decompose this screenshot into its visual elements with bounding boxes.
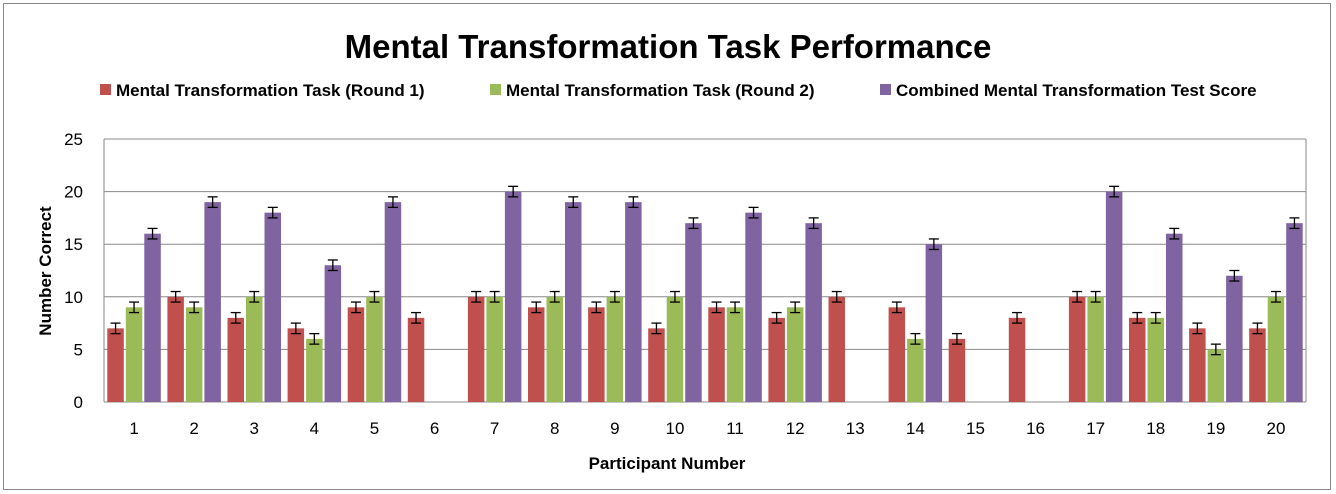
bar <box>1068 296 1086 402</box>
bar <box>666 296 684 402</box>
bar <box>805 223 822 402</box>
x-tick-label: 10 <box>665 419 684 438</box>
bar <box>907 338 924 402</box>
y-tick-label: 20 <box>64 183 83 202</box>
bar <box>565 202 582 402</box>
bar <box>227 317 244 402</box>
bar <box>1087 296 1104 402</box>
bar <box>828 296 845 402</box>
bar <box>588 307 605 402</box>
bar <box>486 296 503 402</box>
bar <box>1105 191 1123 402</box>
bar <box>1267 296 1285 402</box>
chart-title: Mental Transformation Task Performance <box>345 28 992 65</box>
bar <box>1189 328 1206 402</box>
x-tick-label: 19 <box>1206 419 1225 438</box>
bar <box>167 296 184 402</box>
x-tick-label: 3 <box>250 419 259 438</box>
bar <box>407 317 425 402</box>
bar <box>1147 317 1164 402</box>
y-tick-label: 5 <box>74 340 83 359</box>
x-tick-label: 18 <box>1146 419 1165 438</box>
y-tick-label: 25 <box>64 130 83 149</box>
bar <box>925 244 943 402</box>
bar <box>107 328 124 402</box>
bar <box>287 328 305 402</box>
bar <box>1166 233 1183 402</box>
x-tick-label: 12 <box>786 419 805 438</box>
x-tick-label: 2 <box>189 419 198 438</box>
legend-label: Mental Transformation Task (Round 2) <box>506 81 815 100</box>
legend-swatch <box>100 84 111 95</box>
x-tick-label: 7 <box>490 419 499 438</box>
y-tick-label: 0 <box>74 393 83 412</box>
legend-swatch <box>490 84 501 95</box>
bar <box>685 223 702 402</box>
bar <box>528 307 545 402</box>
bar <box>1129 317 1146 402</box>
y-tick-label: 10 <box>64 288 83 307</box>
x-tick-label: 17 <box>1086 419 1105 438</box>
gridlines <box>103 138 1307 403</box>
bar <box>324 265 342 402</box>
x-tick-label: 13 <box>846 419 865 438</box>
bar <box>726 307 744 402</box>
x-tick-label: 6 <box>430 419 439 438</box>
bars <box>107 185 1303 402</box>
x-tick-label: 9 <box>610 419 619 438</box>
bar <box>948 338 966 402</box>
bar <box>125 307 143 402</box>
legend-label: Combined Mental Transformation Test Scor… <box>896 81 1257 100</box>
x-tick-label: 15 <box>966 419 985 438</box>
legend: Mental Transformation Task (Round 1) Ment… <box>100 81 1257 100</box>
bar <box>606 296 624 402</box>
y-tick-label: 15 <box>64 235 83 254</box>
bar <box>708 307 725 402</box>
bar <box>745 212 762 402</box>
x-tick-label: 1 <box>129 419 138 438</box>
x-tick-label: 20 <box>1266 419 1285 438</box>
bar <box>144 233 161 402</box>
bar <box>546 296 563 402</box>
bar <box>625 202 642 402</box>
bar <box>1286 223 1303 402</box>
bar <box>1008 317 1026 402</box>
bar <box>246 296 263 402</box>
x-axis-title: Participant Number <box>589 454 746 473</box>
x-tick-label: 11 <box>726 419 744 438</box>
bar <box>1226 275 1243 402</box>
x-tick-label: 8 <box>550 419 559 438</box>
bar <box>204 202 221 402</box>
bar <box>1249 328 1266 402</box>
bar <box>504 191 522 402</box>
bar <box>768 317 785 402</box>
bar <box>264 212 281 402</box>
x-tick-label: 16 <box>1026 419 1045 438</box>
legend-swatch <box>880 84 891 95</box>
x-tick-label: 5 <box>370 419 379 438</box>
x-tick-label: 4 <box>310 419 319 438</box>
y-tick-labels: 0 5 10 15 20 25 <box>64 130 83 412</box>
bar <box>786 307 804 402</box>
bar <box>347 307 365 402</box>
x-tick-label: 14 <box>906 419 925 438</box>
bar <box>185 307 203 402</box>
bar <box>366 296 383 402</box>
bar <box>888 307 906 402</box>
bar <box>467 296 485 402</box>
legend-label: Mental Transformation Task (Round 1) <box>116 81 425 100</box>
bar <box>384 202 402 402</box>
x-tick-labels: 1 2 3 4 5 6 7 8 9 10 11 12 13 14 15 16 17 18 19 20 <box>129 419 1285 438</box>
bar <box>1207 349 1225 402</box>
bar <box>648 328 665 402</box>
y-axis-title: Number Correct <box>36 206 55 336</box>
bar <box>306 338 323 402</box>
